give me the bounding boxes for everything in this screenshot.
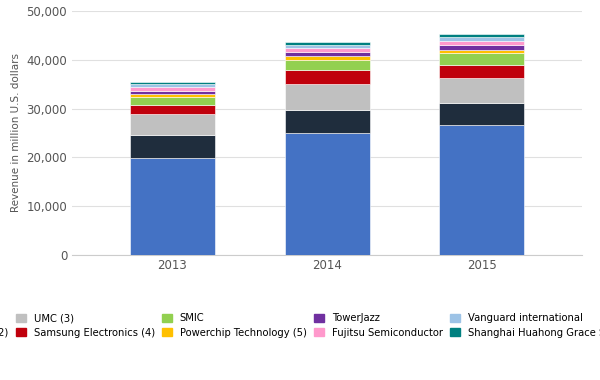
- Bar: [439, 41, 524, 45]
- Bar: [130, 82, 215, 84]
- Legend: TSMC (1), Globalfoundries (2), UMC (3), Samsung Electronics (4), SMIC, Powerchip: TSMC (1), Globalfoundries (2), UMC (3), …: [0, 313, 600, 337]
- Bar: [130, 105, 215, 114]
- Bar: [130, 135, 215, 158]
- Bar: [439, 78, 524, 103]
- Bar: [284, 110, 370, 133]
- Bar: [439, 34, 524, 37]
- Bar: [130, 91, 215, 94]
- Bar: [284, 48, 370, 52]
- Bar: [284, 133, 370, 255]
- Bar: [284, 42, 370, 45]
- Y-axis label: Revenue in million U.S. dollars: Revenue in million U.S. dollars: [11, 54, 21, 212]
- Bar: [439, 37, 524, 41]
- Bar: [130, 87, 215, 91]
- Bar: [439, 49, 524, 54]
- Bar: [284, 56, 370, 60]
- Bar: [130, 97, 215, 104]
- Bar: [439, 65, 524, 78]
- Bar: [284, 52, 370, 56]
- Bar: [284, 45, 370, 48]
- Bar: [284, 84, 370, 110]
- Bar: [130, 84, 215, 87]
- Bar: [284, 60, 370, 71]
- Bar: [439, 103, 524, 125]
- Bar: [284, 71, 370, 84]
- Bar: [130, 114, 215, 135]
- Bar: [439, 125, 524, 255]
- Bar: [439, 45, 524, 49]
- Bar: [439, 54, 524, 65]
- Bar: [130, 94, 215, 97]
- Bar: [130, 158, 215, 255]
